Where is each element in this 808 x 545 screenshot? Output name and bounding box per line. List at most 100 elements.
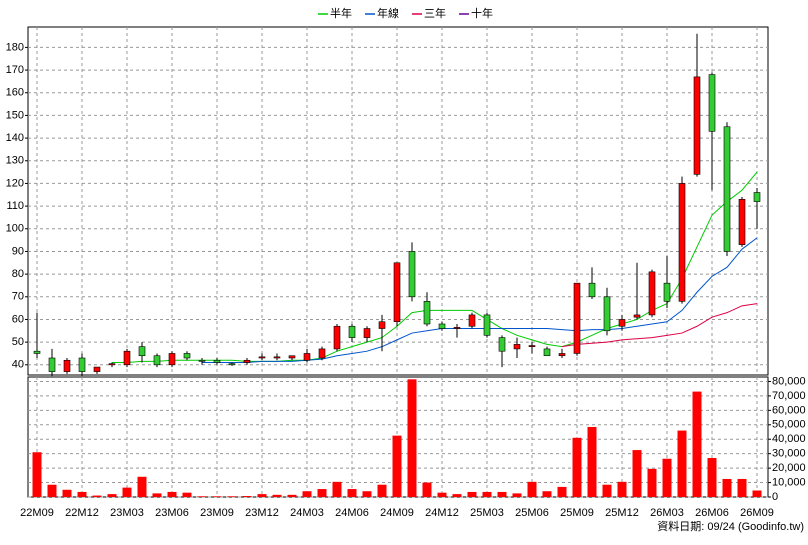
y-tick-label: 100 [6,223,24,235]
y-tick-label: 110 [6,200,24,212]
candle-body [498,337,506,352]
x-tick-label: 25M03 [470,507,504,519]
x-tick-label: 23M09 [200,507,234,519]
candle-body [738,198,746,245]
x-tick-label: 26M03 [650,507,684,519]
ma-line [561,303,758,348]
volume-bar [497,491,507,497]
candle-body [438,323,446,329]
candle-body [303,353,311,361]
candle-body [513,344,521,350]
candle-body [138,346,146,357]
candle-body [153,355,161,366]
x-tick-label: 25M06 [515,507,549,519]
volume-bar [332,481,342,497]
ma-line [202,237,758,364]
legend-label: 十年 [471,6,493,20]
volume-bar [107,494,117,497]
candle-body [453,327,461,329]
volume-bar [482,491,492,497]
candle-body [633,314,641,318]
volume-bar [677,430,687,497]
candle-body [423,301,431,325]
y-tick-label: 50 [12,336,24,348]
candle-body [333,325,341,350]
candle-body [348,325,356,338]
candle-body [258,356,266,359]
candle-body [558,353,566,357]
volume-bar [722,478,732,497]
volume-bar [152,493,162,497]
y-tick-label: 160 [6,87,24,99]
candle-body [213,359,221,363]
volume-bar [242,495,252,497]
candle-body [33,350,41,354]
volume-bar [422,482,432,497]
volume-bar [287,494,297,497]
y-tick-label: 120 [6,177,24,189]
x-tick-label: 24M12 [425,507,459,519]
volume-bar [32,452,42,497]
volume-bar [557,486,567,497]
y2-tick-label: 70,000 [772,390,806,402]
y-tick-label: 130 [6,155,24,167]
y-tick-label: 70 [12,291,24,303]
candle-body [243,359,251,363]
x-tick-label: 25M12 [605,507,639,519]
volume-bar [392,435,402,497]
legend-label: 年線 [377,6,399,20]
x-tick-label: 24M03 [290,507,324,519]
volume-bar [212,496,222,497]
volume-bar [197,496,207,497]
y-tick-label: 150 [6,109,24,121]
y-tick-label: 40 [12,359,24,371]
y-tick-label: 80 [12,268,24,280]
volume-bar [227,496,237,497]
candle-body [108,363,116,366]
volume-bar [122,487,132,497]
candle-body [753,192,761,202]
volume-bar [542,491,552,497]
volume-bar [272,494,282,497]
candle-body [378,321,386,329]
candle-body [573,282,581,354]
y-tick-label: 90 [12,245,24,257]
volume-bar [92,495,102,497]
candle-body [123,350,131,366]
volume-bar [302,491,312,497]
volume-bar [452,494,462,497]
legend-label: 三年 [424,6,446,20]
volume-bar [317,489,327,497]
legend-label: 半年 [330,6,352,20]
x-tick-label: 23M06 [155,507,189,519]
volume-bar [362,491,372,497]
candle-body [663,282,671,302]
y-tick-label: 180 [6,41,24,53]
y2-tick-label: 60,000 [772,404,806,416]
candle-body [723,126,731,252]
y2-tick-label: 0 [772,491,778,503]
x-tick-label: 23M12 [245,507,279,519]
x-tick-label: 22M12 [65,507,99,519]
volume-bar [707,458,717,497]
candle-body [543,348,551,357]
volume-bar [737,478,747,497]
volume-bar [602,484,612,497]
volume-bar [167,491,177,497]
volume-bar [437,492,447,497]
volume-bar [617,481,627,497]
candle-body [78,357,86,372]
candle-body [483,314,491,336]
volume-bar [77,491,87,497]
y2-tick-label: 80,000 [772,375,806,387]
candle-body [603,296,611,332]
x-tick-label: 26M06 [695,507,729,519]
volume-bar [512,493,522,497]
volume-bar [662,458,672,497]
volume-bar [527,481,537,497]
volume-bar [47,484,57,497]
candle-body [273,356,281,359]
footer: 資料日期: 09/24 (Goodinfo.tw) [657,519,804,533]
candle-body [363,328,371,338]
volume-bar [377,484,387,497]
